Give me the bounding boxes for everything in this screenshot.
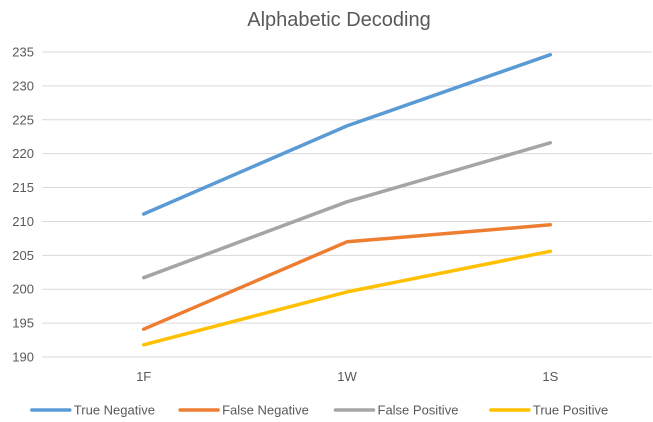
x-tick-label: 1F: [136, 369, 151, 384]
legend-label: False Negative: [222, 403, 309, 418]
chart-title: Alphabetic Decoding: [247, 9, 430, 31]
y-tick-label: 220: [12, 146, 34, 161]
y-tick-label: 235: [12, 45, 34, 60]
series-line-true-negative: [141, 52, 553, 216]
x-axis-ticks: 1F 1W 1S: [136, 369, 559, 384]
legend-label: True Positive: [533, 403, 608, 418]
legend-label: True Negative: [74, 403, 155, 418]
y-tick-label: 230: [12, 78, 34, 93]
legend-item: True Negative: [30, 403, 155, 418]
y-tick-label: 195: [12, 316, 34, 331]
series-lines: [141, 52, 553, 347]
series-line-true-positive: [141, 249, 553, 347]
y-tick-label: 215: [12, 180, 34, 195]
y-tick-label: 210: [12, 214, 34, 229]
legend-label: False Positive: [378, 403, 459, 418]
series-line-false-positive: [141, 141, 553, 280]
legend: True Negative False Negative False Positiv…: [30, 403, 608, 418]
x-tick-label: 1S: [542, 369, 558, 384]
legend-item: False Positive: [333, 403, 459, 418]
y-tick-label: 205: [12, 248, 34, 263]
series-line-false-negative: [141, 223, 553, 331]
x-tick-label: 1W: [337, 369, 357, 384]
y-axis-ticks: 190 195 200 205 210 215 220 225 230 235: [12, 45, 34, 365]
gridlines: [42, 51, 652, 358]
legend-item: True Positive: [489, 403, 608, 418]
y-tick-label: 200: [12, 282, 34, 297]
y-tick-label: 225: [12, 112, 34, 127]
y-tick-label: 190: [12, 350, 34, 365]
legend-item: False Negative: [178, 403, 309, 418]
